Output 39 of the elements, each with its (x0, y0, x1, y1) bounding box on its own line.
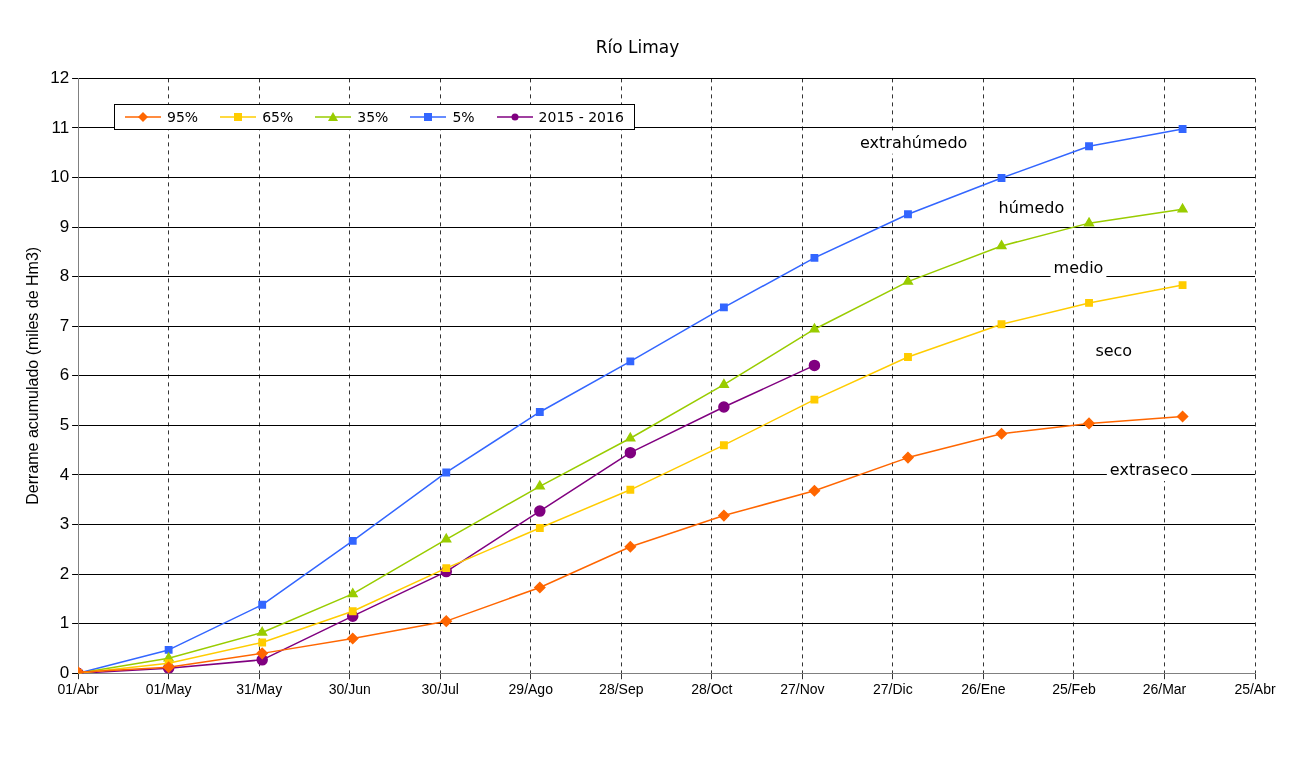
y-tick-label: 9 (59, 216, 70, 236)
annotation: extraseco (1109, 460, 1189, 480)
x-tick-label: 29/Ago (508, 681, 554, 698)
y-tick-label: 4 (59, 464, 70, 484)
y-axis-title: Derrame acumulado (miles de Hm3) (24, 246, 42, 505)
legend-label: 5% (452, 109, 475, 125)
x-tick-label: 26/Ene (961, 681, 1006, 698)
legend-label: 65% (262, 109, 294, 125)
y-tick-label: 6 (59, 365, 70, 385)
x-tick-label: 30/Jun (328, 681, 371, 698)
x-tick-label: 01/May (145, 681, 192, 698)
y-tick-label: 5 (59, 415, 70, 435)
x-tick-label: 25/Feb (1052, 681, 1096, 698)
annotation: seco (1095, 341, 1133, 361)
x-tick-label: 27/Nov (780, 681, 825, 698)
chart-title: Río Limay (595, 36, 680, 57)
annotation: medio (1053, 257, 1104, 277)
x-tick-label: 26/Mar (1142, 681, 1187, 698)
y-tick-label: 3 (59, 514, 70, 534)
legend-label: 95% (167, 109, 199, 125)
y-tick-label: 8 (59, 266, 70, 286)
x-tick-label: 25/Abr (1234, 681, 1276, 698)
y-tick-label: 1 (59, 613, 70, 633)
y-tick-label: 10 (50, 167, 70, 187)
y-tick-label: 11 (51, 117, 70, 137)
y-tick-label: 0 (59, 662, 70, 682)
x-tick-label: 31/May (236, 681, 283, 698)
legend-label: 35% (357, 109, 389, 125)
x-tick-label: 01/Abr (57, 681, 100, 698)
y-tick-label: 12 (50, 68, 70, 88)
y-tick-label: 2 (59, 563, 70, 583)
annotation: húmedo (998, 198, 1065, 218)
legend-label: 2015 - 2016 (538, 109, 624, 125)
x-tick-label: 28/Sep (599, 681, 644, 698)
x-tick-label: 27/Dic (873, 681, 913, 698)
x-tick-label: 30/Jul (421, 681, 459, 698)
annotation: extrahúmedo (860, 132, 968, 152)
x-tick-label: 28/Oct (691, 681, 733, 698)
y-tick-label: 7 (59, 315, 70, 335)
